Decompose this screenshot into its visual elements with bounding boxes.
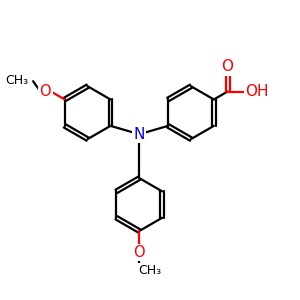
Text: CH₃: CH₃ [6, 74, 29, 87]
Text: O: O [40, 84, 51, 99]
Text: OH: OH [245, 84, 268, 99]
Text: O: O [134, 245, 145, 260]
Text: N: N [134, 127, 145, 142]
Text: CH₃: CH₃ [138, 264, 161, 277]
Text: O: O [221, 59, 233, 74]
